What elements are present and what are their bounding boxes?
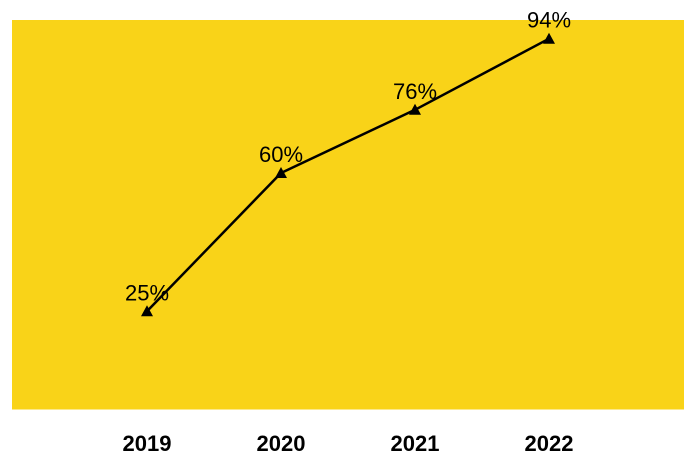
data-label-2020: 60% bbox=[259, 142, 303, 167]
x-tick-label-2019: 2019 bbox=[123, 431, 172, 456]
data-point-marker-2020 bbox=[275, 167, 287, 178]
data-label-2019: 25% bbox=[125, 280, 169, 305]
x-tick-labels-group: 2019 2020 2021 2022 bbox=[123, 431, 574, 456]
data-label-2022: 94% bbox=[527, 8, 571, 33]
plot-area bbox=[12, 20, 684, 410]
data-label-2021: 76% bbox=[393, 79, 437, 104]
series-line-group bbox=[146, 37, 550, 313]
x-tick-label-2021: 2021 bbox=[391, 431, 440, 456]
data-point-marker-2019 bbox=[141, 305, 153, 317]
x-tick-label-2020: 2020 bbox=[257, 431, 306, 456]
data-point-marker-2022 bbox=[543, 32, 555, 44]
series-line bbox=[146, 37, 550, 313]
x-tick-label-2022: 2022 bbox=[525, 431, 574, 456]
data-labels-group: 25% 60% 76% 94% bbox=[125, 8, 571, 306]
data-point-marker-2021 bbox=[409, 103, 421, 115]
markers-group bbox=[141, 32, 555, 317]
